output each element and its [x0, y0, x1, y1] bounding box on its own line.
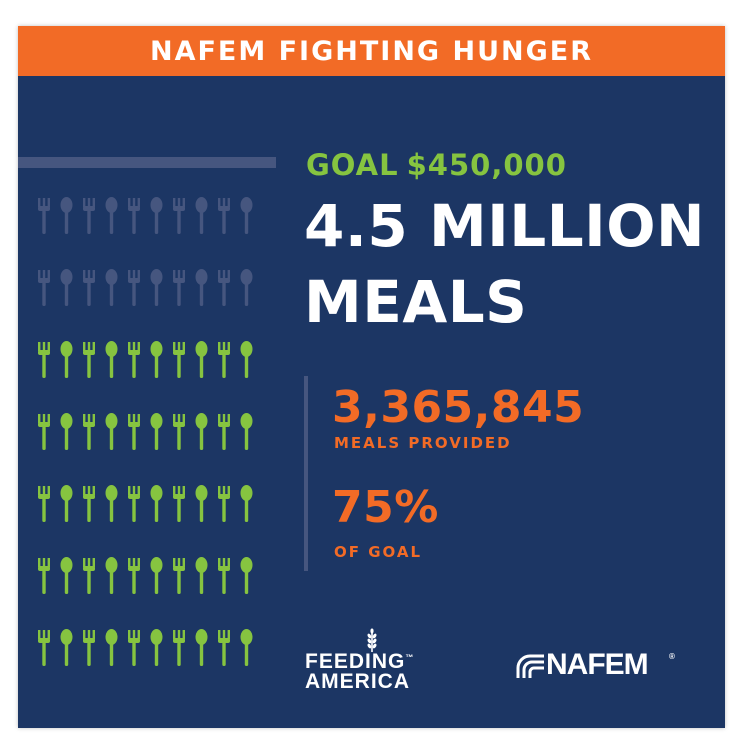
spoon-icon — [195, 269, 208, 306]
spoon-icon — [150, 485, 163, 522]
nafem-logo: NAFEM ® — [516, 648, 676, 682]
spoon-icon — [105, 341, 118, 378]
spoon-icon — [60, 341, 73, 378]
fork-icon — [128, 198, 140, 234]
fork-icon — [173, 558, 185, 594]
fork-icon — [218, 630, 230, 666]
wheat-icon — [367, 628, 377, 652]
fork-icon — [38, 414, 50, 450]
fork-icon — [173, 342, 185, 378]
fork-icon — [83, 558, 95, 594]
nafem-wordmark: NAFEM — [546, 648, 649, 681]
spoon-icon — [240, 485, 253, 522]
fork-icon — [173, 630, 185, 666]
fork-icon — [83, 198, 95, 234]
spoon-icon — [240, 557, 253, 594]
fork-icon — [128, 342, 140, 378]
fork-icon — [128, 414, 140, 450]
percent-of-goal-value: 75% — [332, 482, 439, 533]
fork-icon — [173, 414, 185, 450]
meals-provided-label: MEALS PROVIDED — [334, 434, 512, 452]
spoon-icon — [240, 269, 253, 306]
fork-icon — [128, 558, 140, 594]
spoon-icon — [105, 413, 118, 450]
fork-icon — [218, 558, 230, 594]
spoon-icon — [195, 629, 208, 666]
goal-amount: $450,000 — [406, 148, 567, 182]
spoon-icon — [195, 413, 208, 450]
headline-line1: 4.5 MILLION — [304, 192, 706, 260]
fork-icon — [38, 630, 50, 666]
headline: 4.5 MILLION MEALS — [304, 188, 714, 340]
goal-line: GOAL $450,000 — [306, 148, 575, 182]
spoon-icon — [150, 197, 163, 234]
infographic-card — [18, 26, 725, 728]
fork-icon — [173, 486, 185, 522]
utensil-grid — [38, 197, 253, 666]
fork-icon — [83, 270, 95, 306]
fork-icon — [128, 486, 140, 522]
fork-icon — [218, 342, 230, 378]
fork-icon — [173, 270, 185, 306]
spoon-icon — [240, 413, 253, 450]
feeding-america-line2: AMERICA — [305, 670, 410, 693]
spoon-icon — [60, 629, 73, 666]
feeding-america-line1: FEEDING — [305, 650, 406, 673]
fork-icon — [83, 414, 95, 450]
spoon-icon — [60, 557, 73, 594]
fork-icon — [38, 270, 50, 306]
spoon-icon — [195, 197, 208, 234]
spoon-icon — [150, 413, 163, 450]
spoon-icon — [60, 413, 73, 450]
decorative-bar — [18, 157, 276, 168]
spoon-icon — [195, 557, 208, 594]
fork-icon — [38, 558, 50, 594]
fork-icon — [218, 198, 230, 234]
fork-icon — [38, 342, 50, 378]
spoon-icon — [150, 269, 163, 306]
fork-icon — [218, 414, 230, 450]
fork-icon — [128, 630, 140, 666]
spoon-icon — [150, 557, 163, 594]
spoon-icon — [105, 269, 118, 306]
spoon-icon — [240, 341, 253, 378]
fork-icon — [173, 198, 185, 234]
spoon-icon — [60, 485, 73, 522]
spoon-icon — [240, 197, 253, 234]
spoon-icon — [60, 197, 73, 234]
spoon-icon — [195, 341, 208, 378]
spoon-icon — [150, 341, 163, 378]
fork-icon — [83, 342, 95, 378]
spoon-icon — [60, 269, 73, 306]
headline-line2: MEALS — [304, 268, 528, 336]
spoon-icon — [150, 629, 163, 666]
spoon-icon — [240, 629, 253, 666]
goal-label: GOAL — [306, 148, 399, 182]
percent-of-goal-label: OF GOAL — [334, 543, 423, 561]
spoon-icon — [105, 485, 118, 522]
fork-icon — [83, 630, 95, 666]
registered-mark: ® — [669, 652, 675, 661]
fork-icon — [128, 270, 140, 306]
spoon-icon — [105, 197, 118, 234]
fork-icon — [38, 198, 50, 234]
stats-divider — [304, 376, 308, 571]
arcs-icon — [516, 654, 544, 678]
banner-title: NAFEM FIGHTING HUNGER — [18, 26, 725, 76]
spoon-icon — [195, 485, 208, 522]
fork-icon — [218, 486, 230, 522]
spoon-icon — [105, 629, 118, 666]
fork-icon — [83, 486, 95, 522]
fork-icon — [38, 486, 50, 522]
feeding-america-logo: FEEDING™ AMERICA — [305, 628, 425, 693]
meals-provided-value: 3,365,845 — [332, 382, 585, 433]
fork-icon — [218, 270, 230, 306]
spoon-icon — [105, 557, 118, 594]
trademark-mark: ™ — [405, 653, 415, 662]
